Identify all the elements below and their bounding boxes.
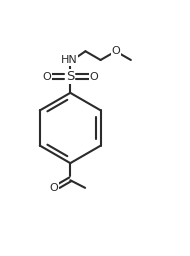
Text: S: S	[66, 70, 74, 83]
Text: O: O	[89, 72, 98, 82]
Text: O: O	[49, 183, 58, 193]
Text: O: O	[42, 72, 51, 82]
Text: HN: HN	[61, 55, 78, 65]
Text: O: O	[111, 46, 120, 56]
